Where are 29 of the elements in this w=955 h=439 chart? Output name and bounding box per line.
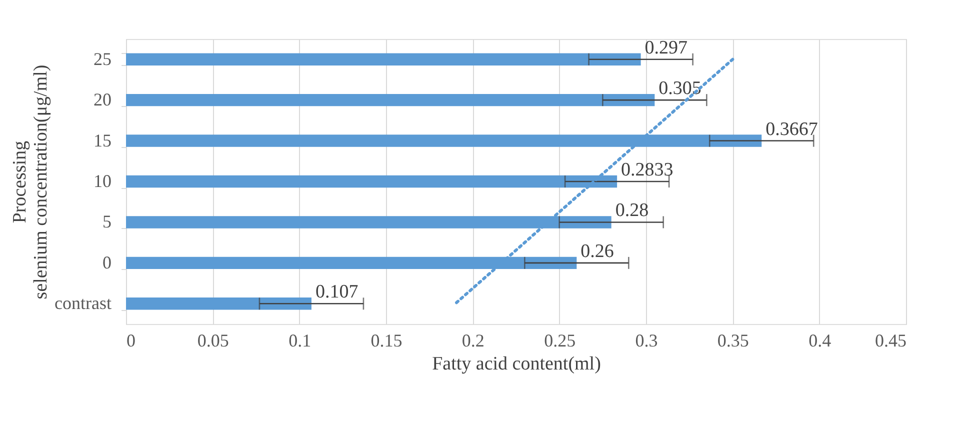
data-label: 0.297	[644, 37, 688, 58]
bar	[126, 94, 655, 106]
x-tick-label: 0.05	[197, 330, 229, 350]
x-tick-label: 0	[126, 330, 136, 350]
y-axis-title: Processing selenium concentration(μg/ml)	[10, 64, 52, 300]
x-tick-label: 0.25	[544, 330, 576, 350]
x-tick-label: 0.1	[288, 330, 312, 350]
y-tick-label: 10	[94, 171, 112, 191]
y-tick-label: 0	[102, 252, 112, 272]
bar	[126, 53, 641, 66]
data-label: 0.305	[658, 78, 702, 100]
data-label: 0.2833	[621, 160, 674, 180]
x-tick-label: 0.2	[462, 330, 484, 350]
x-tick-label: 0.4	[808, 330, 832, 350]
data-label: 0.107	[315, 282, 358, 303]
bar	[126, 298, 312, 310]
data-label: 0.26	[580, 240, 614, 262]
data-label: 0.28	[615, 200, 649, 222]
x-tick-label: 0.45	[875, 330, 906, 350]
data-label: 0.3667	[766, 118, 818, 140]
y-tick-label: 15	[94, 130, 112, 150]
y-tick-label: 20	[94, 90, 112, 110]
x-tick-label: 0.15	[370, 330, 402, 350]
x-tick-label: 0.3	[635, 330, 658, 350]
y-tick-label: 25	[94, 48, 112, 69]
y-tick-label: contrast	[54, 293, 112, 314]
y-tick-label: 5	[102, 212, 112, 232]
x-tick-label: 0.35	[717, 330, 749, 350]
x-axis-title: Fatty acid content(ml)	[432, 354, 601, 374]
